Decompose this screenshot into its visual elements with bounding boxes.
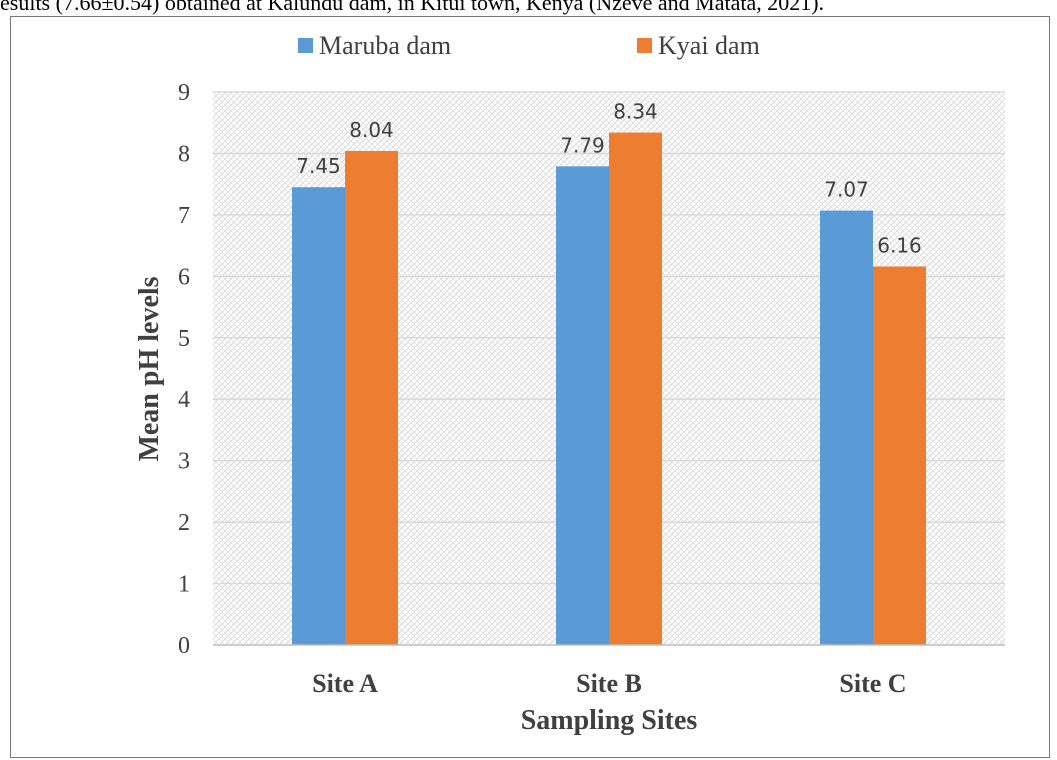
legend-label: Maruba dam [319,31,451,60]
x-axis-ticks: Site A Site B Site C [312,669,906,698]
y-tick-label: 5 [178,326,190,352]
page-caption: esults (7.66±0.54) obtained at Kalundu d… [0,0,825,15]
data-label: 8.34 [613,100,658,124]
x-tick-label: Site B [576,669,642,698]
y-tick-label: 0 [178,633,190,659]
y-tick-label: 4 [178,387,190,413]
data-labels: 7.45 8.04 7.79 8.34 7.07 6.16 [296,100,922,258]
legend-label: Kyai dam [658,31,760,60]
y-tick-label: 7 [178,203,190,229]
x-tick-label: Site C [839,669,906,698]
x-tick-label: Site A [312,669,378,698]
y-axis-label: Mean pH levels [134,276,165,461]
legend-swatch [298,38,313,53]
data-label: 8.04 [349,118,394,142]
bar-maruba-dam-site-c [820,210,873,646]
bar-kyai-dam-site-b [609,132,662,645]
bar-kyai-dam-site-c [873,266,926,645]
bar-maruba-dam-site-a [292,187,345,645]
y-tick-label: 8 [178,141,190,167]
chart-frame [10,16,1050,758]
y-axis-ticks: 0 1 2 3 4 5 6 7 8 9 [178,80,190,659]
y-tick-label: 9 [178,80,190,106]
data-label: 6.16 [877,234,922,258]
bar-maruba-dam-site-b [556,166,609,645]
y-tick-label: 2 [178,510,190,536]
bar-kyai-dam-site-a [345,150,398,645]
bars [292,132,926,646]
y-tick-label: 6 [178,264,190,290]
y-tick-label: 3 [178,449,190,475]
data-label: 7.45 [296,154,341,178]
data-label: 7.79 [560,133,605,157]
legend-swatch [637,38,652,53]
legend: Maruba dam Kyai dam [298,31,760,60]
data-label: 7.07 [824,178,869,202]
x-axis-label: Sampling Sites [521,705,698,736]
y-tick-label: 1 [178,572,190,598]
